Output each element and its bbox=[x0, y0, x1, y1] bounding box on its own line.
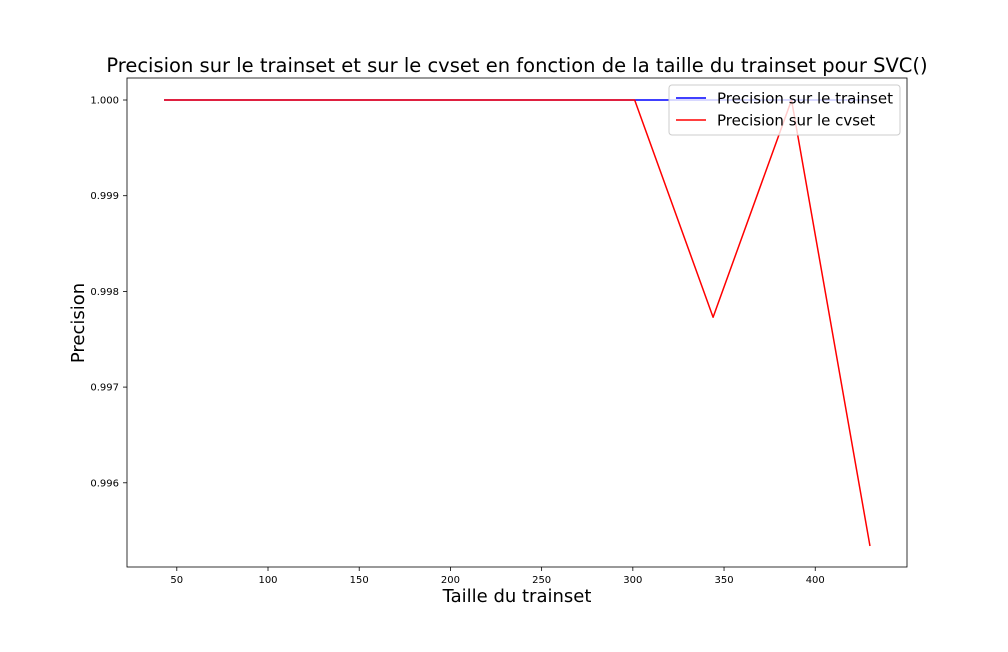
y-tick-label: 0.999 bbox=[90, 191, 119, 202]
x-tick-label: 350 bbox=[714, 575, 733, 586]
x-tick-label: 200 bbox=[441, 575, 460, 586]
legend-label-trainset: Precision sur le trainset bbox=[717, 90, 893, 108]
chart-title: Precision sur le trainset et sur le cvse… bbox=[106, 54, 927, 77]
axes: 50 100 150 200 250 300 350 400 0.996 0.997 0.998 0.… bbox=[90, 77, 908, 586]
series-line-cvset bbox=[164, 99, 871, 547]
x-tick-label: 400 bbox=[806, 575, 825, 586]
legend-label-cvset: Precision sur le cvset bbox=[717, 112, 875, 130]
legend-box bbox=[668, 84, 901, 136]
y-axis-label: Precision bbox=[68, 283, 89, 363]
legend: Precision sur le trainset Precision sur l… bbox=[668, 84, 901, 136]
x-tick-label: 50 bbox=[170, 575, 183, 586]
axes-frame bbox=[126, 77, 908, 568]
y-tick-label: 0.997 bbox=[90, 383, 119, 394]
x-tick-label: 100 bbox=[258, 575, 277, 586]
x-axis-label: Taille du trainset bbox=[442, 586, 592, 607]
y-tick-label: 1.000 bbox=[90, 96, 119, 107]
x-tick-label: 300 bbox=[623, 575, 642, 586]
y-tick-label: 0.996 bbox=[90, 478, 119, 489]
x-tick-label: 250 bbox=[532, 575, 551, 586]
y-tick-label: 0.998 bbox=[90, 287, 119, 298]
x-tick-label: 150 bbox=[350, 575, 369, 586]
